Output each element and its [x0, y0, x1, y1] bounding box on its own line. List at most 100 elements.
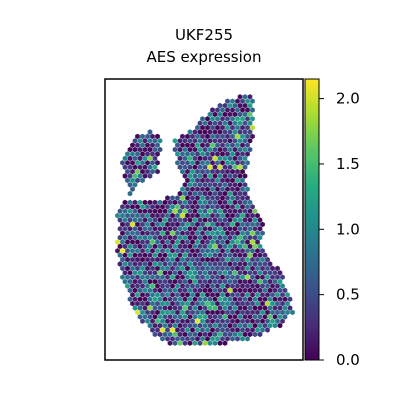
spot	[262, 322, 268, 329]
spot	[155, 300, 160, 307]
spot	[220, 274, 225, 280]
spot	[130, 177, 135, 184]
spot	[195, 336, 200, 342]
spot	[215, 248, 220, 254]
spot	[147, 314, 153, 320]
spot	[150, 204, 155, 210]
spot	[175, 212, 180, 219]
spot	[135, 177, 140, 184]
spot	[210, 309, 215, 316]
spot	[127, 270, 133, 276]
spot	[207, 208, 213, 214]
spot	[145, 230, 150, 236]
spot	[215, 142, 220, 148]
spot	[192, 252, 198, 258]
spot	[227, 234, 233, 241]
spot	[132, 182, 138, 188]
spot	[237, 261, 243, 267]
spot	[205, 177, 210, 184]
spot	[117, 261, 123, 267]
spot	[182, 340, 188, 346]
spot	[245, 283, 250, 289]
colorbar	[305, 79, 319, 360]
spot	[237, 226, 243, 232]
spot	[150, 265, 155, 272]
spot	[182, 208, 188, 214]
spot	[135, 248, 140, 254]
spot	[210, 124, 215, 131]
spot	[227, 182, 233, 188]
spot	[195, 168, 200, 175]
spot	[222, 287, 228, 294]
spot	[265, 292, 270, 298]
spot	[257, 296, 263, 302]
spot	[250, 327, 255, 333]
spot	[170, 327, 175, 333]
spot	[225, 160, 230, 166]
spot	[197, 270, 203, 276]
spot	[200, 204, 205, 210]
spot	[242, 287, 248, 294]
spot	[225, 309, 230, 316]
spot	[132, 278, 138, 285]
spot	[200, 318, 205, 324]
spot	[250, 265, 255, 272]
spot	[245, 265, 250, 272]
spot	[150, 151, 155, 157]
spot	[217, 270, 223, 276]
spot	[207, 111, 213, 118]
spot	[182, 261, 188, 267]
spot	[210, 195, 215, 201]
spot	[157, 270, 163, 276]
spot	[267, 261, 273, 267]
spot	[237, 111, 243, 118]
spot	[232, 164, 238, 170]
spot	[222, 190, 228, 197]
spot	[155, 274, 160, 280]
spot	[225, 98, 230, 104]
spot	[247, 226, 253, 232]
spot	[192, 226, 198, 232]
spot	[162, 199, 168, 206]
spot	[207, 340, 213, 346]
spot	[120, 160, 125, 166]
spot	[170, 292, 175, 298]
spot	[157, 217, 163, 223]
spot	[215, 239, 220, 245]
spot	[215, 221, 220, 228]
spot	[247, 261, 253, 267]
colorbar-tick-label: 1.5	[336, 155, 360, 173]
spot	[147, 287, 153, 294]
spot	[170, 318, 175, 324]
colorbar-ticks: 0.0 0.5 1.0 1.5 2.0	[319, 90, 360, 369]
spot	[212, 199, 218, 206]
spot	[217, 243, 223, 250]
spot	[257, 243, 263, 250]
spot	[197, 138, 203, 144]
spot	[237, 234, 243, 241]
spot	[217, 287, 223, 294]
spot	[157, 331, 163, 338]
spot	[147, 138, 153, 144]
spot	[190, 309, 195, 316]
spot	[280, 283, 285, 289]
spot	[140, 300, 145, 307]
spot	[187, 173, 193, 179]
spot	[137, 146, 143, 153]
spot	[170, 300, 175, 307]
spot	[190, 283, 195, 289]
spot	[207, 155, 213, 162]
spot	[212, 217, 218, 223]
spot	[155, 256, 160, 263]
spot	[260, 221, 265, 228]
spot	[187, 138, 193, 144]
spot	[230, 107, 235, 113]
spot	[152, 226, 158, 232]
spot	[235, 116, 240, 122]
spot	[155, 160, 160, 166]
spot	[215, 116, 220, 122]
spot	[170, 221, 175, 228]
spot	[212, 182, 218, 188]
spot	[145, 239, 150, 245]
